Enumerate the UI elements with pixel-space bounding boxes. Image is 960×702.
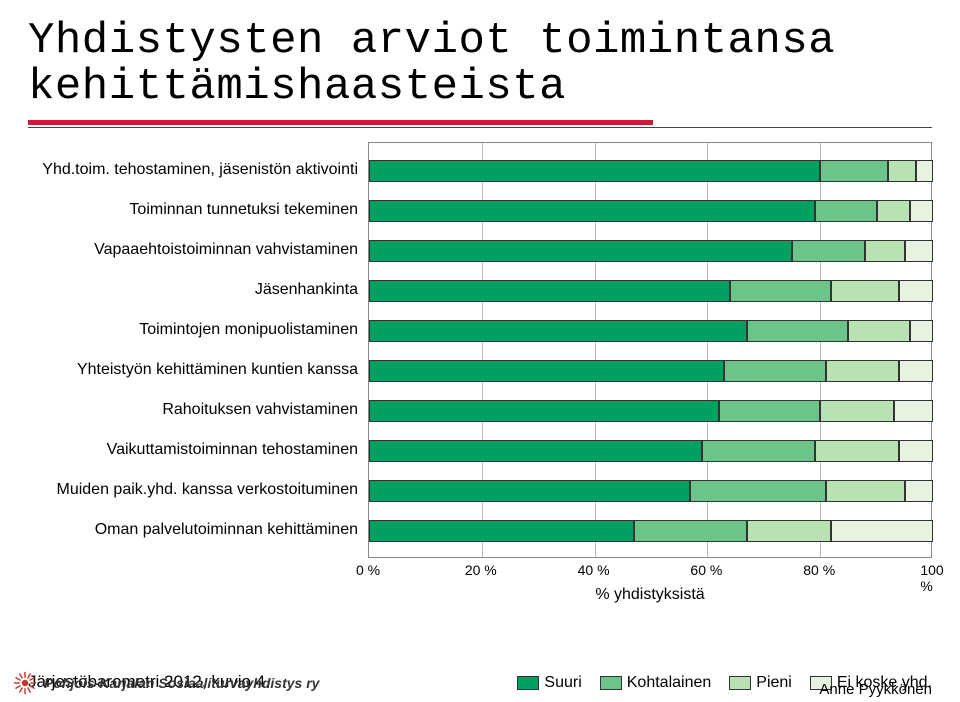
x-tick: 20 % bbox=[465, 562, 497, 578]
bar-row bbox=[369, 480, 931, 502]
category-label: Yhteistyön kehittäminen kuntien kanssa bbox=[28, 350, 368, 390]
logo: Pohjois-Karjalan Sosiaaliturvayhdistys r… bbox=[12, 670, 319, 696]
bar-segment bbox=[910, 320, 933, 342]
legend-item: Pieni bbox=[729, 674, 792, 692]
x-axis-ticks: 0 %20 %40 %60 %80 %100 % bbox=[368, 562, 932, 582]
bar-segment bbox=[369, 240, 792, 262]
sun-burst-icon bbox=[12, 670, 38, 696]
plot-area bbox=[368, 142, 932, 558]
bar-row bbox=[369, 240, 931, 262]
thin-divider bbox=[28, 127, 932, 128]
x-tick: 60 % bbox=[690, 562, 722, 578]
bar-segment bbox=[899, 360, 933, 382]
bar-segment bbox=[820, 160, 888, 182]
bar-row bbox=[369, 520, 931, 542]
bar-segment bbox=[792, 240, 865, 262]
bar-segment bbox=[747, 320, 849, 342]
bar-segment bbox=[730, 280, 832, 302]
bar-segment bbox=[724, 360, 826, 382]
bar-row bbox=[369, 400, 931, 422]
bar-segment bbox=[369, 400, 719, 422]
footer-author: Anne Pyykkönen bbox=[819, 681, 932, 698]
legend-item: Suuri bbox=[517, 674, 581, 692]
category-label: Toiminnan tunnetuksi tekeminen bbox=[28, 190, 368, 230]
bar-segment bbox=[888, 160, 916, 182]
category-label: Jäsenhankinta bbox=[28, 270, 368, 310]
bar-segment bbox=[877, 200, 911, 222]
title-line-1: Yhdistysten arviot toimintansa bbox=[28, 16, 835, 66]
category-label: Muiden paik.yhd. kanssa verkostoituminen bbox=[28, 470, 368, 510]
legend-label: Suuri bbox=[544, 674, 581, 691]
y-axis-labels: Yhd.toim. tehostaminen, jäsenistön aktiv… bbox=[28, 142, 368, 604]
bar-row bbox=[369, 360, 931, 382]
page: Yhdistysten arviot toimintansa kehittämi… bbox=[0, 0, 960, 702]
page-title: Yhdistysten arviot toimintansa kehittämi… bbox=[28, 18, 932, 110]
legend-swatch bbox=[600, 676, 622, 690]
legend-swatch bbox=[517, 676, 539, 690]
bar-segment bbox=[369, 280, 730, 302]
x-tick: 0 % bbox=[356, 562, 380, 578]
bar-segment bbox=[702, 440, 815, 462]
accent-bar bbox=[28, 120, 653, 125]
x-tick: 100 % bbox=[920, 562, 943, 594]
bar-segment bbox=[899, 440, 933, 462]
bar-segment bbox=[899, 280, 933, 302]
bar-segment bbox=[826, 480, 905, 502]
bar-segment bbox=[369, 320, 747, 342]
bar-segment bbox=[826, 360, 899, 382]
bar-row bbox=[369, 320, 931, 342]
bar-segment bbox=[815, 200, 877, 222]
legend-label: Pieni bbox=[756, 674, 792, 691]
bar-segment bbox=[369, 440, 702, 462]
bar-segment bbox=[815, 440, 900, 462]
category-label: Yhd.toim. tehostaminen, jäsenistön aktiv… bbox=[28, 150, 368, 190]
bar-segment bbox=[894, 400, 933, 422]
bar-row bbox=[369, 160, 931, 182]
bar-row bbox=[369, 280, 931, 302]
bar-segment bbox=[905, 480, 933, 502]
plot-column: 0 %20 %40 %60 %80 %100 % % yhdistyksistä bbox=[368, 142, 932, 604]
bar-segment bbox=[369, 360, 724, 382]
bar-segment bbox=[910, 200, 933, 222]
logo-text: Pohjois-Karjalan Sosiaaliturvayhdistys r… bbox=[44, 675, 319, 691]
legend-swatch bbox=[729, 676, 751, 690]
bar-segment bbox=[865, 240, 904, 262]
category-label: Rahoituksen vahvistaminen bbox=[28, 390, 368, 430]
bar-segment bbox=[634, 520, 747, 542]
bar-segment bbox=[690, 480, 825, 502]
title-line-2: kehittämishaasteista bbox=[28, 62, 566, 112]
bar-segment bbox=[916, 160, 933, 182]
bar-segment bbox=[369, 200, 815, 222]
bar-segment bbox=[369, 520, 634, 542]
bar-segment bbox=[831, 280, 899, 302]
bar-segment bbox=[719, 400, 821, 422]
bar-row bbox=[369, 200, 931, 222]
bar-segment bbox=[848, 320, 910, 342]
chart: Yhd.toim. tehostaminen, jäsenistön aktiv… bbox=[28, 142, 932, 604]
bar-segment bbox=[905, 240, 933, 262]
bar-segment bbox=[369, 160, 820, 182]
x-tick: 80 % bbox=[803, 562, 835, 578]
bar-segment bbox=[831, 520, 933, 542]
bar-segment bbox=[747, 520, 832, 542]
bars-layer bbox=[369, 143, 931, 557]
bar-segment bbox=[369, 480, 690, 502]
x-axis-title: % yhdistyksistä bbox=[368, 586, 932, 604]
legend-label: Kohtalainen bbox=[627, 674, 712, 691]
bar-row bbox=[369, 440, 931, 462]
category-label: Vapaaehtoistoiminnan vahvistaminen bbox=[28, 230, 368, 270]
category-label: Oman palvelutoiminnan kehittäminen bbox=[28, 510, 368, 550]
bar-segment bbox=[820, 400, 893, 422]
legend-item: Kohtalainen bbox=[600, 674, 712, 692]
x-tick: 40 % bbox=[578, 562, 610, 578]
category-label: Vaikuttamistoiminnan tehostaminen bbox=[28, 430, 368, 470]
category-label: Toimintojen monipuolistaminen bbox=[28, 310, 368, 350]
